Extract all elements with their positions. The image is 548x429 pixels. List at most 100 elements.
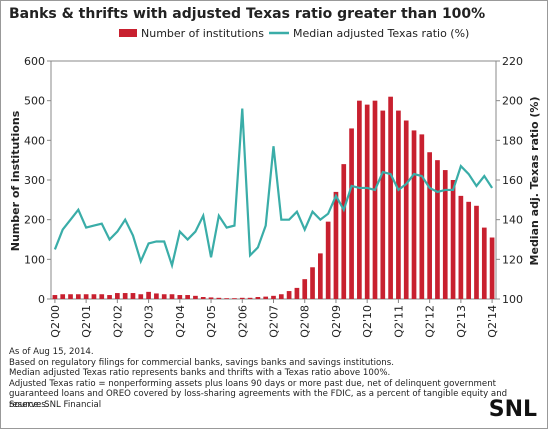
bar xyxy=(427,152,432,299)
y2-tick-label: 160 xyxy=(502,174,523,187)
bar xyxy=(232,298,237,299)
bar xyxy=(278,294,284,299)
line xyxy=(53,108,494,270)
x-tick-label: Q2'09 xyxy=(330,305,343,338)
bar xyxy=(349,128,354,299)
bar xyxy=(302,279,308,299)
x-tick-label: Q2'01 xyxy=(80,305,93,338)
bar xyxy=(193,295,198,299)
bar xyxy=(271,295,276,299)
x-tick-label: Q2'05 xyxy=(205,305,218,338)
y2-axis-label: Median adj. Texas ratio (%) xyxy=(528,97,541,266)
bar xyxy=(122,293,128,299)
bar xyxy=(310,267,315,299)
y2-tick-label: 140 xyxy=(502,214,523,227)
bar xyxy=(208,297,214,299)
bar xyxy=(450,180,456,299)
bar xyxy=(247,297,253,299)
bar xyxy=(372,100,378,300)
legend-swatch xyxy=(119,29,137,37)
bar xyxy=(185,295,190,299)
bar xyxy=(75,294,81,299)
bar xyxy=(99,294,105,299)
bar xyxy=(146,291,151,299)
bar xyxy=(403,120,409,299)
bar xyxy=(130,293,136,299)
bar xyxy=(216,297,222,299)
legend-label: Median adjusted Texas ratio (%) xyxy=(293,27,469,40)
x-tick-label: Q2'06 xyxy=(236,305,249,338)
bar xyxy=(115,293,120,299)
note: Source: SNL Financial xyxy=(9,399,102,410)
bar xyxy=(91,294,97,299)
note: Based on regulatory filings for commerci… xyxy=(9,357,394,368)
bar xyxy=(474,205,479,299)
bar xyxy=(239,297,245,299)
y-tick-label: 600 xyxy=(24,55,45,68)
bar xyxy=(396,110,401,299)
y2-tick-label: 100 xyxy=(502,293,523,306)
y-tick-label: 0 xyxy=(38,293,45,306)
note: Median adjusted Texas ratio represents b… xyxy=(9,368,391,378)
bar xyxy=(263,296,269,299)
y2-tick-label: 180 xyxy=(502,134,523,147)
bar xyxy=(357,100,362,300)
bar xyxy=(489,237,495,299)
bar xyxy=(325,221,331,299)
bar xyxy=(294,287,300,299)
bar xyxy=(419,134,425,299)
bar xyxy=(333,191,339,299)
x-tick-label: Q2'11 xyxy=(392,305,405,338)
bar xyxy=(107,295,112,299)
bar xyxy=(458,195,464,299)
bar xyxy=(481,227,487,299)
bar xyxy=(154,293,159,299)
bar xyxy=(255,297,261,299)
x-tick-label: Q2'13 xyxy=(455,305,468,338)
y-tick-label: 100 xyxy=(24,253,45,266)
chart: Banks & thrifts with adjusted Texas rati… xyxy=(9,6,541,338)
x-tick-label: Q2'02 xyxy=(111,305,124,338)
bar xyxy=(169,294,175,299)
bar xyxy=(435,160,440,299)
bar xyxy=(52,295,58,299)
chart-title: Banks & thrifts with adjusted Texas rati… xyxy=(9,6,485,22)
x-tick-label: Q2'12 xyxy=(424,305,437,338)
legend-label: Number of institutions xyxy=(141,27,264,40)
x-tick-label: Q2'03 xyxy=(143,305,156,338)
bar xyxy=(200,297,206,299)
bar xyxy=(318,253,323,299)
bar xyxy=(380,110,386,299)
x-tick-label: Q2'07 xyxy=(268,305,281,338)
bar xyxy=(60,294,66,299)
y-axis-label: Number of institutions xyxy=(9,110,22,251)
bar xyxy=(177,295,183,299)
bar xyxy=(83,294,89,299)
bar xyxy=(341,164,347,299)
bar xyxy=(442,170,448,299)
x-tick-label: Q2'00 xyxy=(49,305,62,338)
y2-tick-label: 120 xyxy=(502,253,523,266)
x-tick-label: Q2'08 xyxy=(299,305,312,338)
y2-tick-label: 220 xyxy=(502,55,523,68)
bar xyxy=(138,294,144,299)
y-tick-label: 200 xyxy=(24,214,45,227)
note: As of Aug 15, 2014. xyxy=(9,347,94,357)
x-tick-label: Q2'04 xyxy=(174,305,187,338)
bar xyxy=(411,130,417,299)
y-tick-label: 400 xyxy=(24,134,45,147)
y-tick-label: 500 xyxy=(24,95,45,108)
x-tick-label: Q2'14 xyxy=(486,305,499,338)
y2-tick-label: 200 xyxy=(502,95,523,108)
logo: SNL xyxy=(488,397,537,422)
bar xyxy=(466,201,472,299)
bar xyxy=(161,294,167,299)
bar xyxy=(364,104,370,299)
bar xyxy=(68,294,73,299)
y-tick-label: 300 xyxy=(24,174,45,187)
note: Adjusted Texas ratio = nonperforming ass… xyxy=(9,378,508,410)
bar xyxy=(388,96,393,299)
bar xyxy=(286,291,292,299)
bar xyxy=(224,298,229,299)
